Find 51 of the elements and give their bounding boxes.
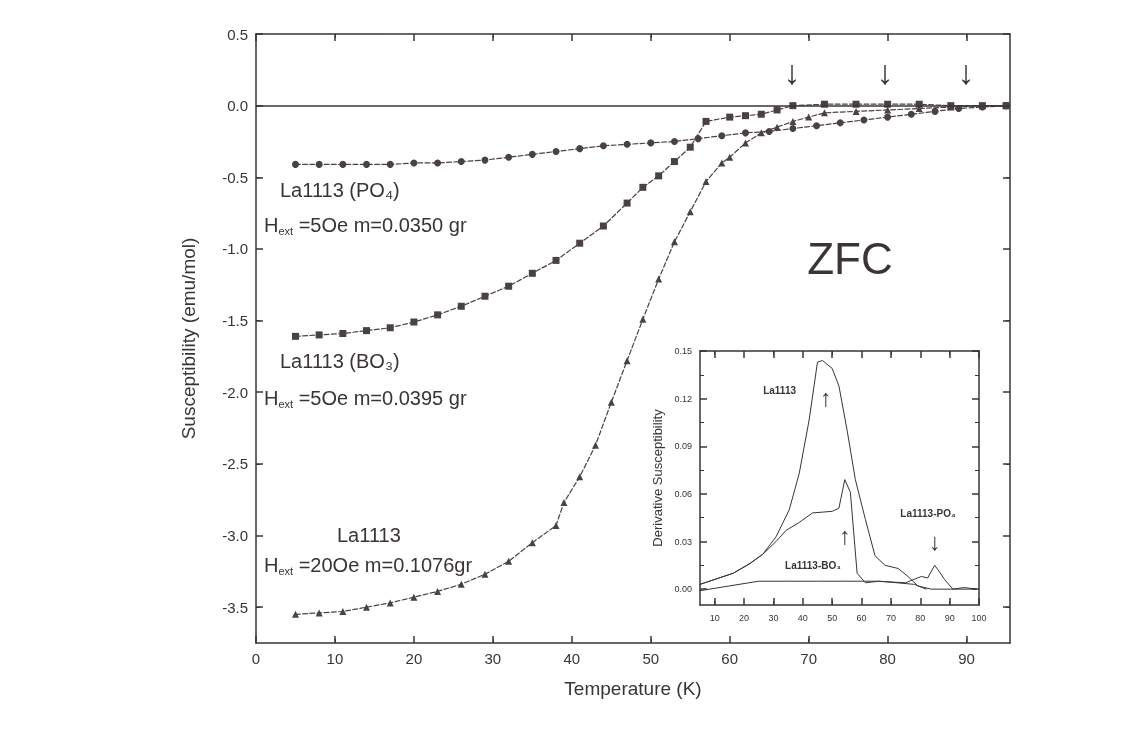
x-tick-label: 90: [958, 650, 975, 667]
y-tick-label: 0.15: [674, 346, 692, 356]
annotation: La1113: [763, 384, 797, 396]
annotation: La1113: [337, 524, 401, 546]
x-tick-label: 70: [885, 612, 896, 623]
x-tick-label: 10: [326, 650, 344, 667]
annotation: La1113-PO₄: [900, 507, 956, 519]
x-tick-label: 50: [827, 612, 838, 623]
annotation: La1113-BO₃: [785, 559, 842, 571]
x-tick-label: 40: [563, 650, 581, 667]
x-tick-label: 100: [971, 612, 987, 623]
x-tick-label: 60: [721, 650, 739, 667]
y-tick-label: 0.06: [674, 488, 692, 499]
annotation: ↑: [820, 383, 832, 411]
annotation: La1113 (BO₃): [280, 350, 400, 372]
y-tick-label: -1.0: [222, 240, 248, 258]
y-tick-label: 0.03: [674, 536, 692, 547]
y-tick-label: 0.0: [227, 97, 248, 115]
x-tick-label: 20: [405, 650, 423, 667]
y-tick-label: -3.0: [222, 527, 248, 545]
y-tick-label: -0.5: [222, 168, 248, 186]
x-tick-label: 0: [251, 650, 261, 667]
y-tick-label: -1.5: [222, 312, 248, 330]
x-tick-label: 10: [709, 612, 720, 623]
x-tick-label: 90: [944, 612, 955, 623]
annotation: ↑: [839, 521, 851, 549]
x-tick-label: 80: [915, 612, 926, 623]
annotation: ↓: [783, 53, 801, 91]
x-tick-label: 30: [484, 650, 502, 667]
y-tick-label: 0.12: [674, 393, 692, 404]
annotation: ↓: [929, 527, 941, 555]
y-tick-label: 0.5: [227, 25, 248, 43]
annotation: La1113 (PO₄): [280, 179, 400, 201]
x-tick-label: 30: [768, 612, 779, 623]
y-tick-label: 0.09: [674, 441, 692, 452]
x-tick-label: 60: [856, 612, 867, 623]
x-tick-label: 80: [879, 650, 896, 667]
y-axis-title: Derivative Susceptibility: [649, 408, 665, 547]
annotation: ZFC: [807, 233, 893, 283]
y-tick-label: -2.0: [222, 383, 248, 401]
y-axis-title: Susceptibility (emu/mol): [178, 237, 199, 440]
x-tick-label: 70: [800, 650, 818, 667]
x-axis-title: Temperature (K): [564, 678, 702, 699]
x-tick-label: 50: [642, 650, 660, 667]
x-tick-label: 20: [739, 612, 750, 623]
annotation: ↓: [876, 53, 894, 91]
x-tick-label: 40: [797, 612, 808, 623]
annotation: ↓: [957, 53, 975, 91]
y-tick-label: -3.5: [222, 598, 248, 616]
y-tick-label: 0.00: [674, 584, 692, 595]
y-tick-label: -2.5: [222, 455, 248, 473]
